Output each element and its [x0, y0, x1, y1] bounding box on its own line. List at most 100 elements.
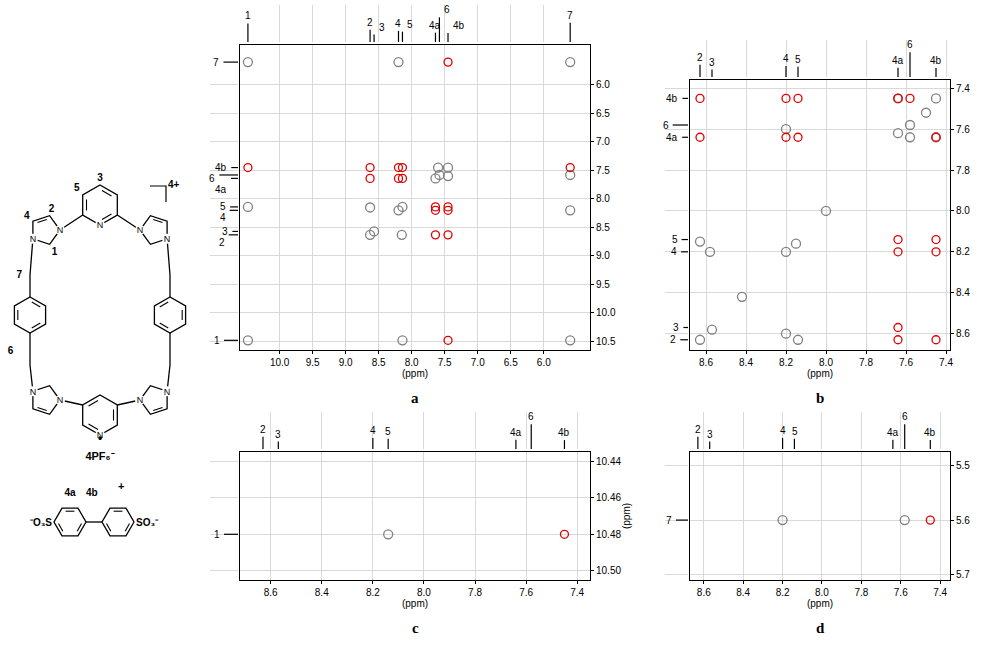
- svg-text:N: N: [137, 225, 144, 235]
- svg-text:10.46: 10.46: [596, 492, 621, 503]
- svg-text:(ppm): (ppm): [402, 368, 428, 379]
- svg-text:4: 4: [24, 210, 30, 221]
- svg-text:9.5: 9.5: [596, 279, 610, 290]
- svg-text:7.6: 7.6: [519, 587, 533, 598]
- svg-text:4b: 4b: [215, 162, 227, 173]
- svg-text:9.5: 9.5: [306, 357, 320, 368]
- svg-text:8.5: 8.5: [596, 222, 610, 233]
- svg-text:5: 5: [220, 201, 226, 212]
- svg-text:8.2: 8.2: [956, 246, 970, 257]
- svg-text:4: 4: [783, 53, 789, 64]
- svg-text:8.6: 8.6: [697, 587, 711, 598]
- svg-text:N: N: [164, 387, 171, 397]
- svg-text:8.0: 8.0: [815, 587, 829, 598]
- svg-text:N: N: [30, 234, 37, 244]
- svg-text:4: 4: [220, 212, 226, 223]
- svg-text:4a: 4a: [510, 427, 522, 438]
- svg-text:8.4: 8.4: [739, 357, 753, 368]
- svg-text:4PF₆⁻: 4PF₆⁻: [85, 450, 114, 462]
- svg-text:1: 1: [214, 529, 220, 540]
- svg-text:6: 6: [663, 120, 669, 131]
- svg-text:7.4: 7.4: [956, 83, 970, 94]
- svg-text:4b: 4b: [86, 487, 98, 498]
- svg-text:7: 7: [16, 269, 22, 280]
- svg-text:N: N: [30, 387, 37, 397]
- svg-text:6: 6: [209, 173, 215, 184]
- svg-text:4+: 4+: [168, 179, 180, 190]
- svg-text:5: 5: [385, 426, 391, 437]
- svg-text:5: 5: [672, 234, 678, 245]
- svg-text:6: 6: [444, 4, 450, 15]
- svg-text:3: 3: [709, 57, 715, 68]
- svg-text:b: b: [816, 390, 824, 406]
- svg-text:c: c: [412, 620, 419, 636]
- svg-text:4a: 4a: [887, 427, 899, 438]
- svg-text:d: d: [816, 620, 825, 636]
- svg-text:3: 3: [673, 322, 679, 333]
- svg-text:4a: 4a: [64, 487, 76, 498]
- svg-text:10.5: 10.5: [596, 336, 616, 347]
- svg-text:8.2: 8.2: [366, 587, 380, 598]
- svg-text:1: 1: [214, 335, 220, 346]
- svg-text:9.0: 9.0: [596, 250, 610, 261]
- svg-text:4: 4: [780, 425, 786, 436]
- svg-text:2: 2: [49, 203, 55, 214]
- svg-text:8.0: 8.0: [417, 587, 431, 598]
- svg-text:7: 7: [213, 57, 219, 68]
- svg-text:3: 3: [97, 172, 103, 183]
- svg-text:9.0: 9.0: [339, 357, 353, 368]
- svg-text:(ppm): (ppm): [807, 598, 833, 609]
- svg-text:7.6: 7.6: [899, 357, 913, 368]
- svg-text:10.0: 10.0: [596, 307, 616, 318]
- svg-text:7.8: 7.8: [468, 587, 482, 598]
- svg-text:4b: 4b: [453, 20, 465, 31]
- svg-text:8.4: 8.4: [736, 587, 750, 598]
- svg-text:7.8: 7.8: [956, 165, 970, 176]
- svg-text:N: N: [57, 225, 64, 235]
- svg-text:3: 3: [275, 429, 281, 440]
- svg-text:7.6: 7.6: [894, 587, 908, 598]
- svg-text:5: 5: [795, 54, 801, 65]
- svg-text:8.2: 8.2: [779, 357, 793, 368]
- svg-text:4b: 4b: [558, 427, 570, 438]
- svg-text:3: 3: [379, 22, 385, 33]
- svg-text:7: 7: [666, 515, 672, 526]
- svg-text:7.4: 7.4: [939, 357, 953, 368]
- svg-text:2: 2: [695, 424, 701, 435]
- svg-text:4a: 4a: [429, 20, 441, 31]
- svg-text:7.0: 7.0: [596, 136, 610, 147]
- svg-text:3: 3: [707, 429, 713, 440]
- svg-text:(ppm): (ppm): [402, 598, 428, 609]
- svg-text:4: 4: [671, 246, 677, 257]
- svg-text:5: 5: [74, 182, 80, 193]
- svg-text:8.0: 8.0: [819, 357, 833, 368]
- svg-text:SO₃⁻: SO₃⁻: [136, 517, 159, 528]
- svg-text:6.5: 6.5: [596, 108, 610, 119]
- svg-text:6: 6: [902, 411, 908, 422]
- svg-text:N: N: [97, 220, 104, 230]
- svg-text:⁻O₃S: ⁻O₃S: [30, 517, 52, 528]
- svg-text:(ppm): (ppm): [621, 503, 632, 529]
- svg-text:a: a: [411, 390, 419, 406]
- svg-text:6: 6: [8, 345, 14, 356]
- svg-text:5: 5: [407, 19, 413, 30]
- svg-text:4b: 4b: [666, 93, 678, 104]
- svg-text:N: N: [164, 234, 171, 244]
- svg-text:N: N: [57, 395, 64, 405]
- svg-text:7: 7: [567, 10, 573, 21]
- svg-text:4: 4: [395, 18, 401, 29]
- svg-text:1: 1: [52, 246, 58, 257]
- svg-text:•: •: [98, 431, 102, 445]
- svg-text:6.5: 6.5: [504, 357, 518, 368]
- svg-text:8.5: 8.5: [372, 357, 386, 368]
- svg-text:5.7: 5.7: [956, 569, 970, 580]
- svg-text:4a: 4a: [215, 184, 227, 195]
- svg-text:5.6: 5.6: [956, 515, 970, 526]
- svg-text:10.48: 10.48: [596, 529, 621, 540]
- svg-text:8.0: 8.0: [405, 357, 419, 368]
- svg-text:7.8: 7.8: [854, 587, 868, 598]
- svg-text:2: 2: [697, 52, 703, 63]
- svg-text:8.0: 8.0: [956, 205, 970, 216]
- svg-text:10.50: 10.50: [596, 565, 621, 576]
- svg-text:6: 6: [907, 39, 913, 50]
